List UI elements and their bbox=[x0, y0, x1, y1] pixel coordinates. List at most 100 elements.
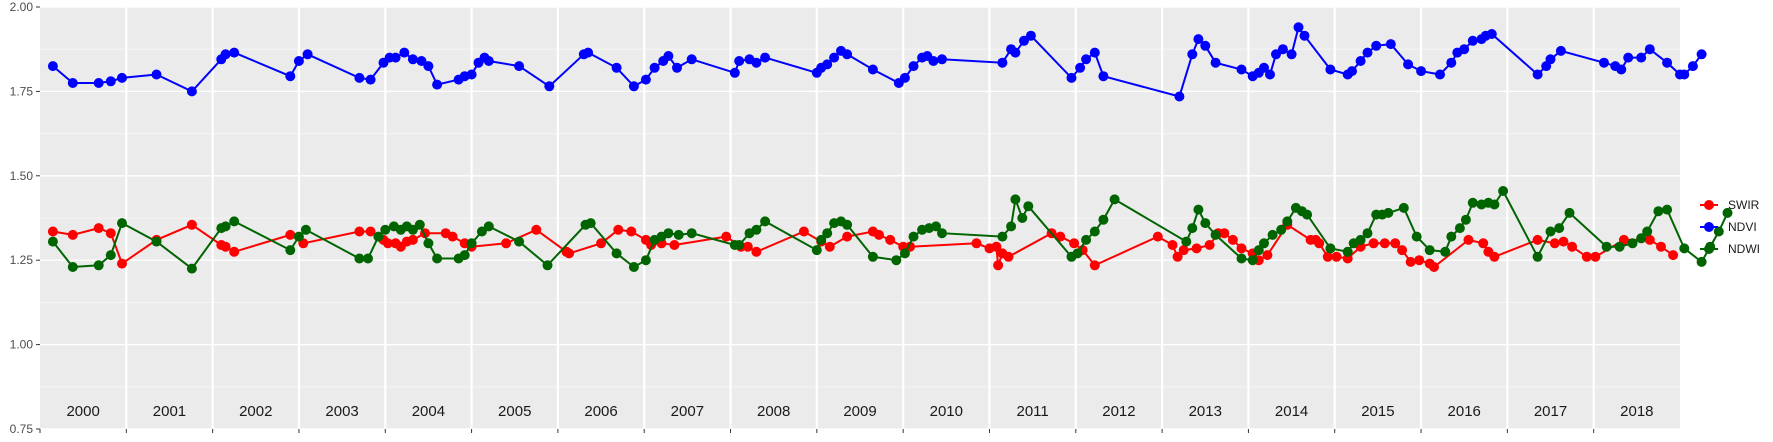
year-label: 2008 bbox=[757, 403, 790, 420]
data-point-ndwi bbox=[514, 236, 525, 247]
data-point-swir bbox=[220, 241, 231, 252]
data-point-swir bbox=[1397, 245, 1408, 256]
data-point-swir bbox=[1172, 251, 1183, 262]
data-point-swir bbox=[596, 238, 607, 249]
data-point-ndwi bbox=[1653, 206, 1664, 217]
data-point-ndwi bbox=[117, 218, 127, 229]
data-point-ndwi bbox=[1383, 207, 1394, 218]
data-point-ndwi bbox=[1545, 226, 1556, 237]
data-point-ndvi bbox=[1355, 56, 1366, 66]
data-point-swir bbox=[1331, 251, 1342, 262]
data-point-ndwi bbox=[483, 221, 494, 232]
data-point-ndvi bbox=[1293, 22, 1304, 33]
data-point-ndvi bbox=[293, 56, 304, 66]
data-point-swir bbox=[1262, 250, 1273, 261]
data-point-ndvi bbox=[432, 79, 443, 90]
data-point-ndvi bbox=[1187, 49, 1198, 60]
data-point-ndvi bbox=[1299, 30, 1310, 41]
legend-label-ndvi: NDVI bbox=[1728, 220, 1757, 234]
data-point-ndwi bbox=[1210, 229, 1221, 240]
data-point-ndwi bbox=[1247, 255, 1258, 266]
data-point-ndwi bbox=[816, 234, 827, 245]
data-point-ndvi bbox=[302, 49, 313, 60]
data-point-ndwi bbox=[1411, 231, 1422, 242]
y-tick-label: 1.00 bbox=[10, 338, 34, 352]
series-ndwi bbox=[47, 186, 1733, 274]
data-point-ndwi bbox=[640, 255, 651, 266]
data-point-ndwi bbox=[997, 231, 1008, 242]
data-point-ndvi bbox=[423, 61, 434, 72]
data-point-ndwi bbox=[423, 238, 434, 249]
legend-key-point-ndwi bbox=[1704, 244, 1714, 254]
y-tick-label: 2.00 bbox=[10, 0, 34, 14]
data-point-ndwi bbox=[373, 231, 384, 242]
major-gridlines bbox=[40, 6, 1680, 430]
y-tick-label: 0.75 bbox=[10, 422, 34, 436]
year-label: 2003 bbox=[325, 403, 358, 420]
data-point-ndwi bbox=[611, 248, 622, 259]
year-label: 2001 bbox=[153, 403, 186, 420]
data-point-swir bbox=[365, 226, 376, 237]
data-point-ndwi bbox=[842, 219, 853, 230]
data-point-swir bbox=[971, 238, 982, 249]
data-point-swir bbox=[1405, 256, 1416, 267]
year-label: 2005 bbox=[498, 403, 531, 420]
year-label: 2016 bbox=[1448, 403, 1481, 420]
data-point-ndvi bbox=[1403, 59, 1414, 70]
data-point-ndwi bbox=[1089, 226, 1100, 237]
data-point-swir bbox=[285, 229, 296, 240]
y-axis: 0.75 1.00 1.25 1.50 1.75 2.00 bbox=[10, 0, 40, 436]
data-point-ndwi bbox=[628, 262, 639, 272]
year-label: 2010 bbox=[930, 403, 963, 420]
legend-key-point-swir bbox=[1704, 200, 1714, 210]
data-point-ndwi bbox=[822, 228, 833, 239]
data-point-ndvi bbox=[1265, 69, 1275, 80]
data-point-ndvi bbox=[1679, 69, 1690, 80]
year-label: 2018 bbox=[1620, 403, 1653, 420]
year-label: 2006 bbox=[584, 403, 617, 420]
data-point-swir bbox=[1227, 234, 1238, 245]
data-point-ndwi bbox=[1696, 256, 1707, 267]
data-point-swir bbox=[1390, 238, 1401, 249]
data-point-ndvi bbox=[1636, 52, 1647, 63]
data-point-swir bbox=[1489, 251, 1500, 262]
data-point-swir bbox=[1463, 234, 1474, 245]
data-point-ndwi bbox=[1200, 218, 1211, 229]
data-point-ndvi bbox=[663, 51, 674, 61]
data-point-ndwi bbox=[151, 236, 162, 247]
data-point-ndwi bbox=[673, 229, 684, 240]
data-point-ndwi bbox=[663, 228, 674, 239]
data-point-ndvi bbox=[751, 57, 762, 68]
data-point-ndwi bbox=[734, 240, 745, 250]
data-point-swir bbox=[1191, 243, 1202, 254]
data-point-swir bbox=[626, 226, 637, 237]
data-point-ndwi bbox=[466, 238, 477, 249]
data-point-ndwi bbox=[1564, 207, 1575, 218]
year-label: 2015 bbox=[1361, 403, 1394, 420]
data-point-ndvi bbox=[514, 61, 525, 72]
data-point-swir bbox=[1167, 240, 1178, 250]
data-point-ndvi bbox=[1098, 71, 1109, 82]
series-layer bbox=[47, 22, 1733, 274]
data-point-swir bbox=[1581, 251, 1592, 262]
data-point-swir bbox=[1204, 240, 1215, 250]
year-label: 2011 bbox=[1016, 403, 1048, 420]
data-point-ndwi bbox=[220, 221, 231, 232]
data-point-ndvi bbox=[186, 86, 197, 97]
data-point-ndwi bbox=[1253, 245, 1264, 256]
data-point-ndvi bbox=[93, 78, 104, 88]
data-point-swir bbox=[1152, 231, 1163, 242]
data-point-ndwi bbox=[1302, 209, 1313, 220]
data-point-ndwi bbox=[186, 263, 197, 274]
data-point-ndvi bbox=[1662, 57, 1673, 68]
data-point-ndwi bbox=[899, 248, 910, 259]
data-point-ndwi bbox=[931, 221, 941, 232]
data-point-ndwi bbox=[1236, 253, 1247, 264]
data-point-swir bbox=[991, 241, 1002, 252]
data-point-swir bbox=[874, 229, 884, 240]
data-point-swir bbox=[47, 226, 58, 237]
data-point-swir bbox=[1236, 243, 1247, 254]
data-point-swir bbox=[229, 246, 240, 257]
y-tick-label: 1.50 bbox=[10, 169, 34, 183]
data-point-ndwi bbox=[1276, 224, 1287, 235]
